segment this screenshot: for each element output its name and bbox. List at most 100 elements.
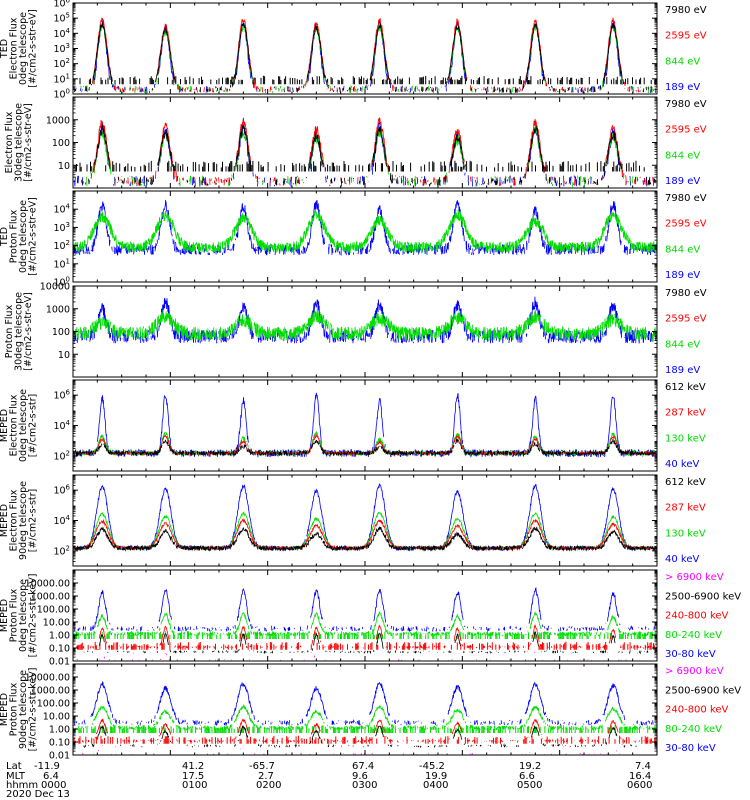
legend-entry: 2595 eV xyxy=(665,125,707,136)
y-tick-label: 100 xyxy=(53,88,70,101)
y-tick-label: 0.10 xyxy=(49,738,70,749)
series-blue xyxy=(75,19,657,94)
panel-3-frame xyxy=(72,190,658,283)
y-tick-label: 104 xyxy=(53,419,70,432)
legend-entry: 240-800 keV xyxy=(665,611,729,622)
series-red xyxy=(73,718,656,744)
panel-5-data xyxy=(73,392,657,458)
series-blue xyxy=(75,682,657,726)
y-tick-label: 103 xyxy=(53,42,70,55)
y-axis-label: [#/cm2-s-str-eV] xyxy=(23,292,34,371)
legend-entry: > 6900 keV xyxy=(665,666,724,677)
panel-1-data xyxy=(73,18,657,94)
legend-entry: 844 eV xyxy=(665,56,700,67)
y-tick-label: 106 xyxy=(53,0,70,10)
y-tick-label: 1.00 xyxy=(49,631,70,642)
series-black-floor xyxy=(73,160,657,172)
y-axis-label: Electron Flux xyxy=(9,17,20,79)
legend-entry: 7980 eV xyxy=(665,5,707,16)
panel-2-frame xyxy=(72,96,658,189)
panel-2-data xyxy=(73,118,657,187)
legend-entry: 7980 eV xyxy=(665,99,707,110)
y-axis-label: TED xyxy=(0,39,10,59)
y-tick-label: 1000.00 xyxy=(31,592,70,603)
series-green xyxy=(73,703,657,732)
y-tick-label: 102 xyxy=(53,57,70,70)
y-tick-label: 103 xyxy=(53,221,70,234)
y-axis-label: [#/cm2-s-str] xyxy=(28,394,39,457)
y-axis-label: Electron Flux xyxy=(4,111,15,173)
series-blue xyxy=(74,586,655,633)
series-green xyxy=(73,511,657,552)
y-axis-label: 30deg telescope xyxy=(14,103,25,182)
y-tick-label: 102 xyxy=(53,544,70,557)
panel-6-frame xyxy=(72,474,658,567)
y-tick-label: 100 xyxy=(53,276,70,289)
legend-entry: 844 eV xyxy=(665,244,700,255)
legend-entry: 612 keV xyxy=(665,382,706,393)
y-axis-label: Electron Flux xyxy=(9,489,20,551)
y-tick-label: 101 xyxy=(53,72,70,85)
series-blue xyxy=(73,483,657,552)
legend-entry: 2595 eV xyxy=(665,314,707,325)
y-axis-label: 0deg telescope xyxy=(18,12,29,85)
y-tick-label: 101 xyxy=(53,257,70,270)
y-axis-label: Proton Flux xyxy=(9,588,20,642)
legend-entry: 40 keV xyxy=(665,554,699,565)
legend-entry: 7980 eV xyxy=(665,288,707,299)
y-axis-label: 30deg telescope xyxy=(14,292,25,371)
y-axis-label: [#/cm2-s-str-eV] xyxy=(23,103,34,182)
y-tick-label: 0.10 xyxy=(49,644,70,655)
panel-7-data xyxy=(73,586,657,661)
series-black xyxy=(73,438,657,457)
y-axis-label: [#/cm2-s-str-eV] xyxy=(28,9,39,88)
y-tick-label: 1000.00 xyxy=(31,686,70,697)
series-red xyxy=(76,624,657,650)
y-tick-label: 1.00 xyxy=(49,725,70,736)
y-tick-label: 104 xyxy=(53,27,70,40)
legend-entry: 130 keV xyxy=(665,528,706,539)
y-tick-label: 10000 xyxy=(40,282,70,293)
legend-entry: 2500-6900 keV xyxy=(665,685,741,696)
y-tick-label: 10 xyxy=(58,161,70,172)
legend-entry: 2595 eV xyxy=(665,31,707,42)
series-black-floor xyxy=(79,75,657,85)
y-axis-label: Proton Flux xyxy=(9,682,20,736)
y-axis-label: 0deg telescope xyxy=(18,389,29,462)
series-red xyxy=(75,118,657,186)
series-black xyxy=(76,124,657,188)
legend-entry: 130 keV xyxy=(665,433,706,444)
y-tick-label: 10000.00 xyxy=(25,579,70,590)
y-axis-label: Proton Flux xyxy=(9,209,20,263)
panel-5-frame xyxy=(72,379,658,472)
y-axis-label: MEPED xyxy=(0,693,10,726)
legend-entry: 189 eV xyxy=(665,176,700,187)
series-magenta xyxy=(77,652,654,661)
y-axis-label: [#/cm2-s-str] xyxy=(28,489,39,552)
legend-entry: 2500-6900 keV xyxy=(665,591,741,602)
legend-entry: 30-80 keV xyxy=(665,649,716,660)
y-axis-label: MEPED xyxy=(0,409,10,442)
legend-entry: 844 eV xyxy=(665,339,700,350)
y-axis-label: [#/cm2-s-str-keV] xyxy=(28,574,39,658)
y-tick-label: 104 xyxy=(53,514,70,527)
y-axis-label: MEPED xyxy=(0,504,10,537)
y-axis-label: [#/cm2-s-str-keV] xyxy=(28,668,39,752)
legend-entry: 287 keV xyxy=(665,503,706,514)
series-green xyxy=(73,611,657,638)
legend-entry: 40 keV xyxy=(665,459,699,470)
legend-entry: 80-240 keV xyxy=(665,724,722,735)
y-axis-label: 90deg telescope xyxy=(18,481,29,560)
y-tick-label: 10.00 xyxy=(43,618,70,629)
y-tick-label: 106 xyxy=(53,484,70,497)
y-tick-label: 10 xyxy=(58,350,70,361)
y-axis-label: MEPED xyxy=(0,599,10,632)
y-tick-label: 0.01 xyxy=(49,751,70,762)
y-tick-label: 100 xyxy=(52,327,70,338)
panel-8: 0.01 0.10 1.00 10.00 100.00 1000.00 10000.00 ME… xyxy=(0,663,741,762)
legend-entry: 80-240 keV xyxy=(665,630,722,641)
legend-entry: 189 eV xyxy=(665,82,700,93)
